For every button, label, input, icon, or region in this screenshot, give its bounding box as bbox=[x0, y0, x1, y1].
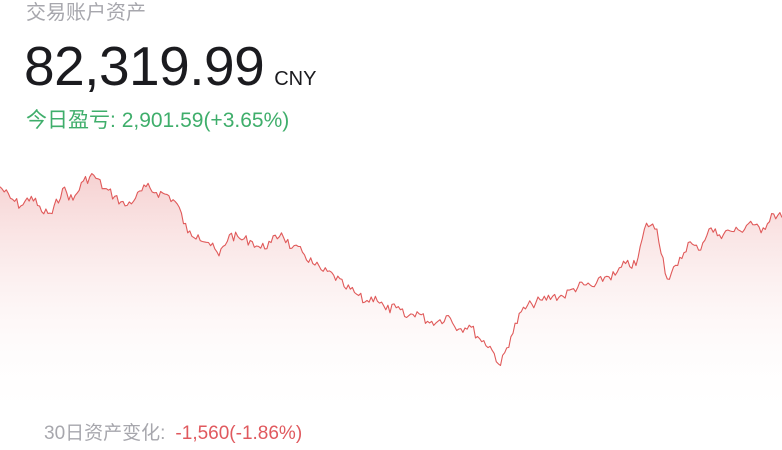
asset-chart[interactable] bbox=[0, 150, 782, 420]
balance-currency: CNY bbox=[274, 68, 317, 90]
period-change: 30日资产变化: -1,560(-1.86%) bbox=[44, 421, 302, 447]
balance-value: 82,319.99 bbox=[24, 35, 265, 97]
period-change-amount: -1,560 bbox=[175, 423, 230, 444]
today-pnl-percent: (+3.65%) bbox=[203, 109, 290, 132]
balance-row: 82,319.99 CNY bbox=[24, 34, 316, 98]
today-pnl-amount: 2,901.59 bbox=[121, 109, 204, 132]
period-change-label: 30日资产变化: bbox=[44, 423, 166, 444]
period-change-value: -1,560(-1.86%) bbox=[175, 421, 302, 447]
today-pnl: 今日盈亏: 2,901.59 (+3.65%) bbox=[26, 107, 289, 135]
chart-series-line bbox=[0, 173, 782, 367]
today-pnl-label: 今日盈亏: bbox=[26, 109, 116, 132]
account-title: 交易账户资产 bbox=[26, 2, 146, 24]
period-change-percent: (-1.86%) bbox=[229, 423, 303, 444]
chart-area-fill bbox=[0, 173, 782, 420]
